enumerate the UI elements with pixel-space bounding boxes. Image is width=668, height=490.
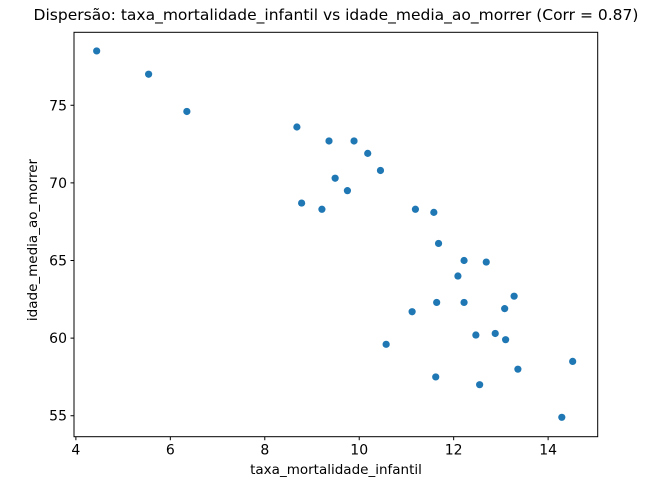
scatter-point bbox=[510, 292, 518, 300]
scatter-point bbox=[318, 205, 326, 213]
scatter-point bbox=[460, 298, 468, 307]
scatter-point bbox=[454, 272, 462, 280]
x-tick-label: 10 bbox=[350, 443, 368, 459]
scatter-point bbox=[293, 123, 301, 131]
scatter-point bbox=[408, 308, 416, 316]
scatter-point bbox=[432, 373, 440, 381]
scatter-point bbox=[364, 149, 372, 157]
scatter-point bbox=[331, 174, 339, 182]
scatter-point bbox=[325, 137, 333, 145]
x-axis-label: taxa_mortalidade_infantil bbox=[250, 462, 422, 478]
scatter-point bbox=[343, 187, 352, 195]
scatter-point bbox=[460, 256, 468, 265]
y-tick-label: 65 bbox=[49, 254, 67, 270]
scatter-point bbox=[472, 331, 480, 339]
scatter-point bbox=[514, 365, 522, 373]
y-tick-label: 70 bbox=[49, 176, 67, 192]
scatter-point bbox=[350, 137, 358, 145]
y-axis-label: idade_media_ao_morrer bbox=[25, 158, 41, 322]
x-tick-label: 8 bbox=[260, 443, 269, 459]
scatter-point bbox=[411, 205, 420, 213]
axes-box bbox=[73, 31, 599, 438]
scatter-point bbox=[502, 336, 510, 344]
scatter-point bbox=[298, 199, 306, 207]
x-tick-label: 4 bbox=[71, 443, 80, 459]
chart-title: Dispersão: taxa_mortalidade_infantil vs … bbox=[33, 6, 639, 24]
y-tick-label: 55 bbox=[49, 409, 67, 425]
scatter-point bbox=[476, 381, 484, 389]
y-tick-label: 60 bbox=[49, 331, 67, 347]
scatter-point bbox=[145, 70, 153, 78]
x-tick-label: 14 bbox=[539, 443, 557, 459]
scatter-point bbox=[93, 47, 101, 55]
scatter-point bbox=[382, 340, 390, 348]
scatter-point bbox=[491, 329, 499, 338]
scatter-point bbox=[558, 413, 566, 421]
scatter-point bbox=[430, 208, 438, 216]
x-tick-label: 12 bbox=[445, 443, 463, 459]
x-tick-label: 6 bbox=[166, 443, 175, 459]
scatter-point bbox=[183, 107, 191, 116]
y-tick-label: 75 bbox=[49, 98, 67, 114]
scatter-point bbox=[482, 258, 490, 266]
scatter-point bbox=[569, 357, 577, 366]
scatter-point bbox=[433, 298, 441, 307]
scatter-point bbox=[501, 305, 509, 313]
scatter-point bbox=[376, 166, 385, 175]
scatter-point bbox=[434, 239, 443, 248]
